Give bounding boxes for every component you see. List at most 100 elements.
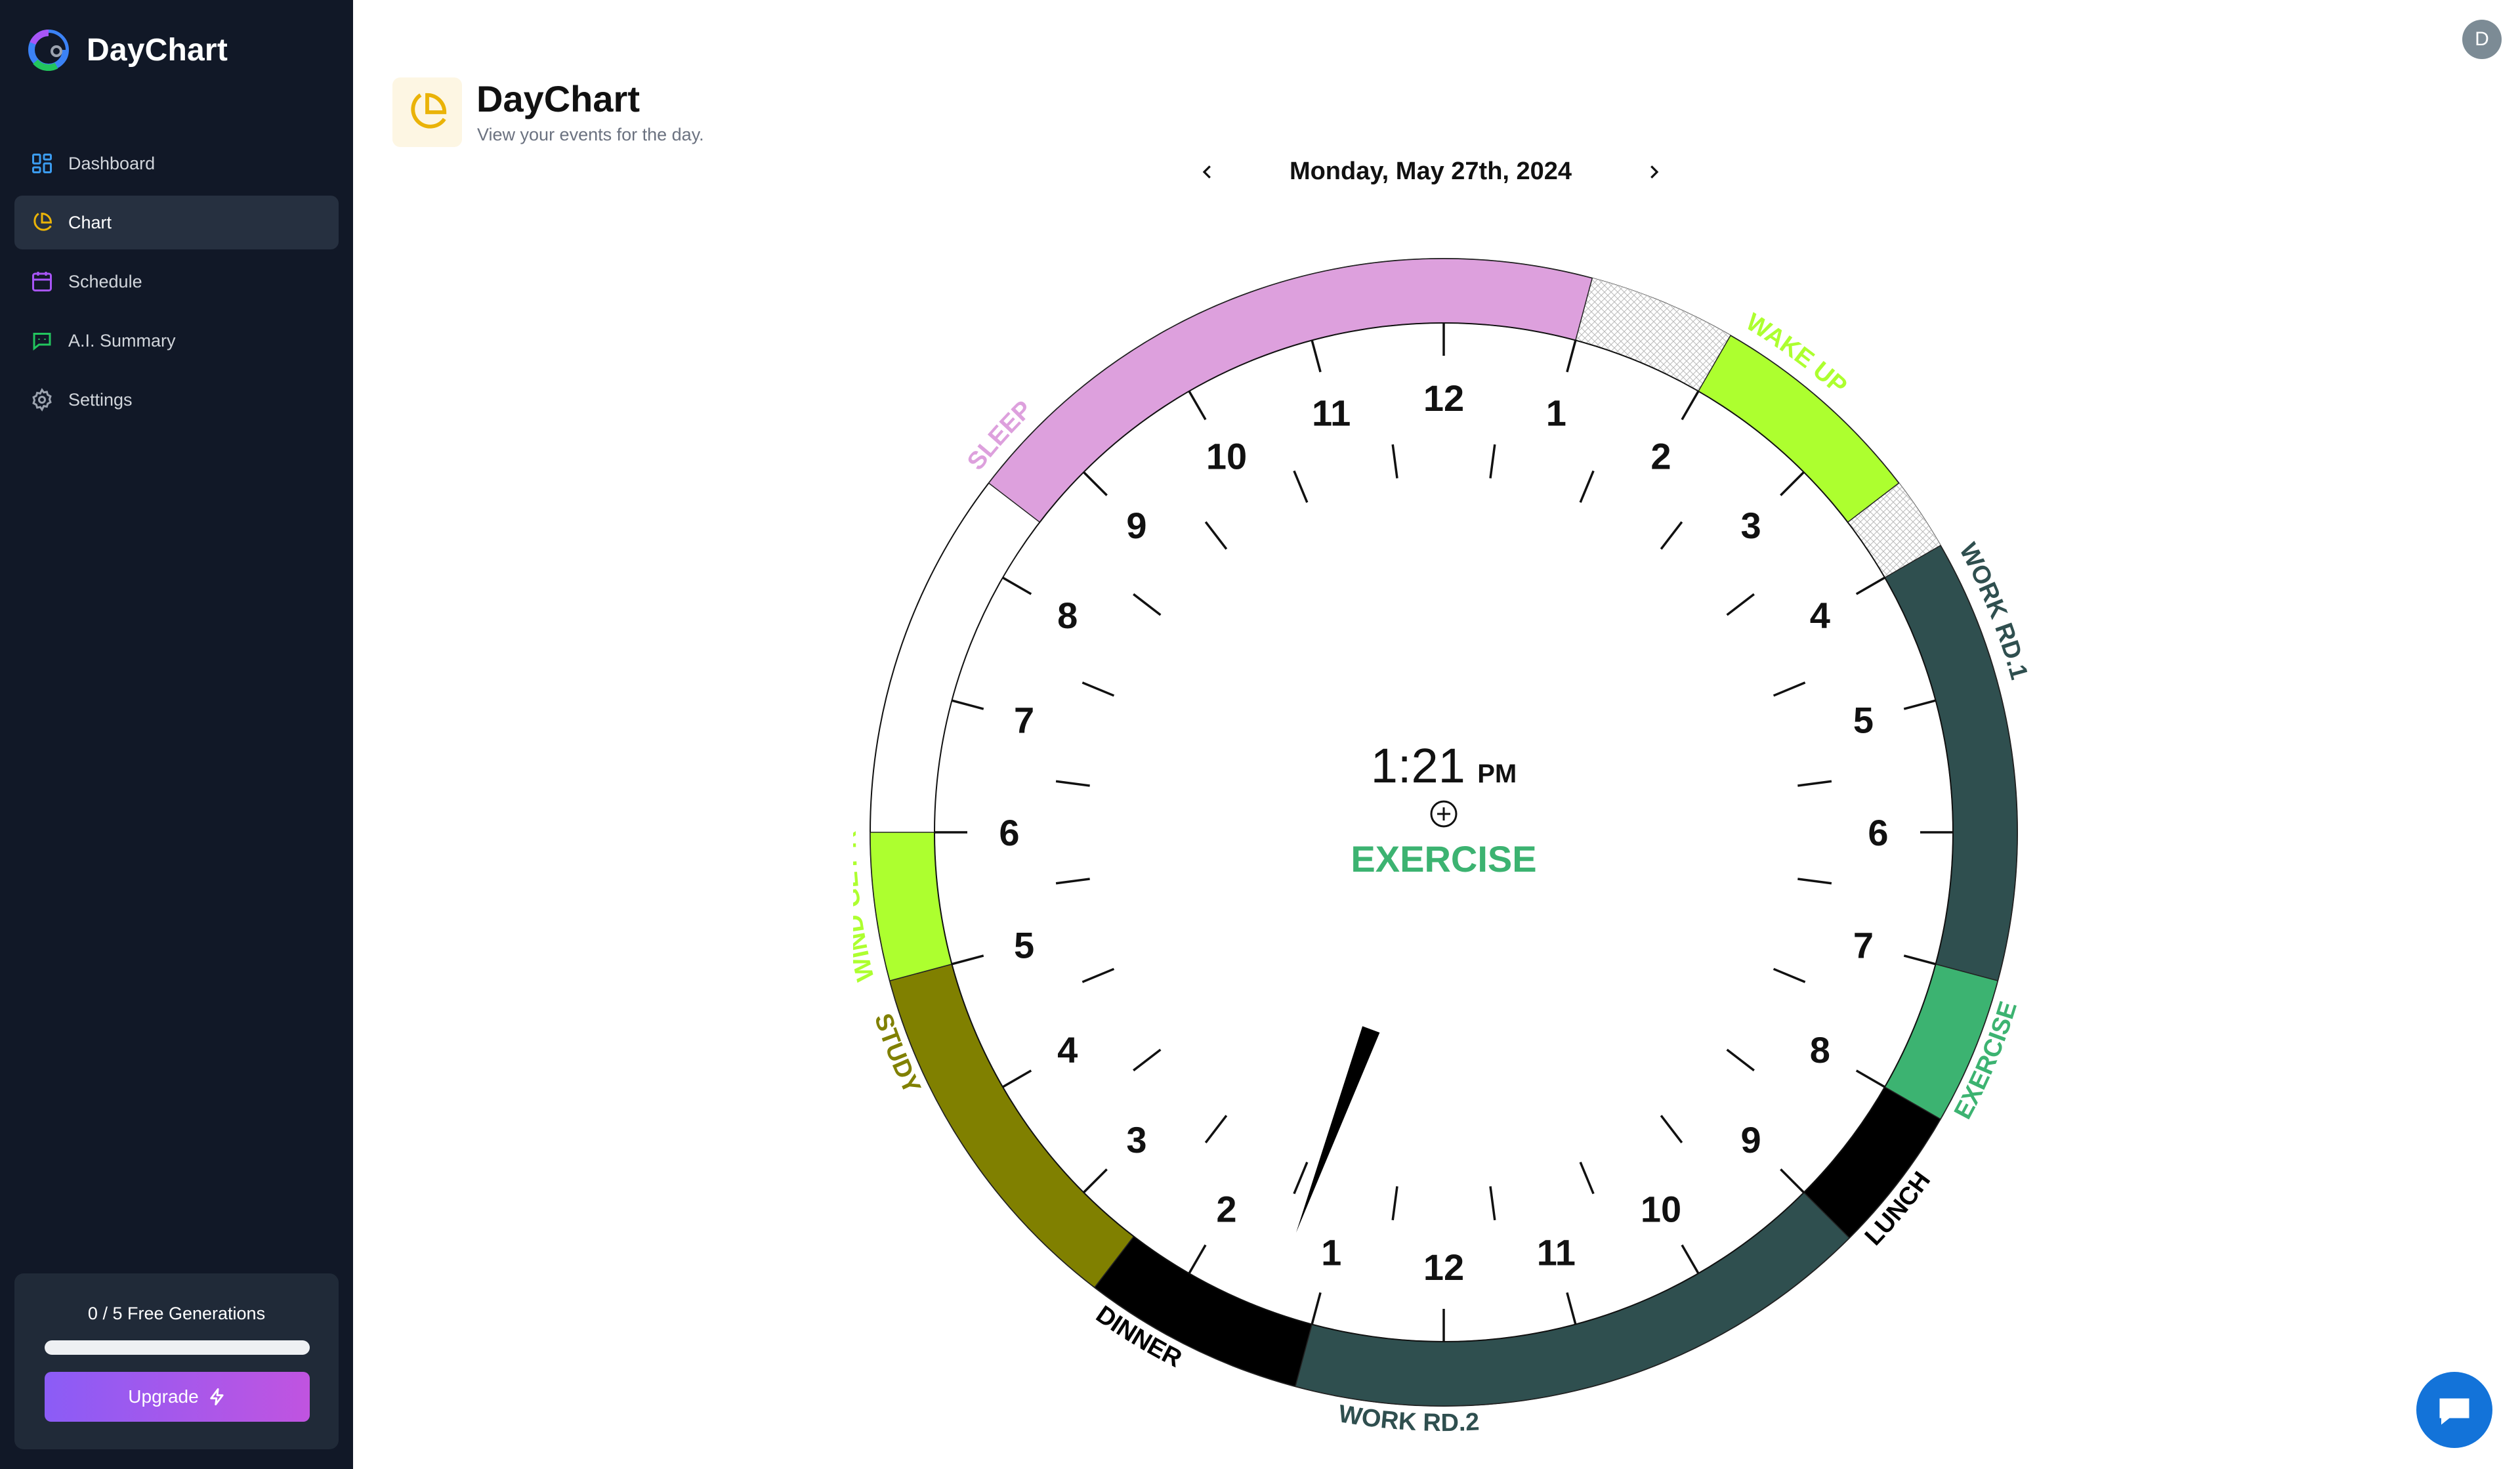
hour-label: 8 <box>1810 1029 1830 1071</box>
hour-tick <box>951 699 984 710</box>
daychart-logo-icon <box>28 30 69 71</box>
date-navigator: Monday, May 27th, 2024 <box>1194 151 1667 193</box>
current-time-ampm: PM <box>1477 759 1517 788</box>
dashboard-icon <box>30 152 54 175</box>
chevron-right-icon <box>1650 165 1659 179</box>
hour-label: 11 <box>1537 1231 1576 1273</box>
hour-label: 12 <box>1423 377 1464 419</box>
hour-tick <box>1566 339 1577 373</box>
page-subtitle: View your events for the day. <box>477 125 704 144</box>
sidebar-nav: Dashboard Chart Schedule A.I. Summary Se… <box>14 137 339 432</box>
user-avatar[interactable]: D <box>2462 20 2502 59</box>
page-title: DayChart <box>476 78 640 119</box>
brand[interactable]: DayChart <box>28 26 228 74</box>
sidebar-item-dashboard[interactable]: Dashboard <box>14 137 339 190</box>
hour-label: 4 <box>1057 1029 1078 1071</box>
sidebar-item-settings[interactable]: Settings <box>14 373 339 427</box>
half-hour-tick <box>1133 593 1162 616</box>
hour-label: 2 <box>1650 436 1671 477</box>
sidebar: DayChart Dashboard Chart Schedule A.I. S… <box>0 0 353 1469</box>
chat-button[interactable] <box>2416 1372 2492 1448</box>
lightning-icon <box>209 1388 224 1406</box>
half-hour-tick <box>1579 470 1595 503</box>
next-day-button[interactable] <box>1641 159 1667 185</box>
pie-chart-icon <box>30 211 54 234</box>
chat-bubble-icon <box>2439 1398 2469 1425</box>
hour-tick <box>1188 1244 1207 1274</box>
hour-label: 5 <box>1853 700 1874 741</box>
hour-tick <box>1780 471 1805 496</box>
half-hour-tick <box>1797 780 1832 787</box>
sidebar-item-chart[interactable]: Chart <box>14 196 339 249</box>
half-hour-tick <box>1293 1161 1309 1195</box>
hour-tick <box>951 954 984 966</box>
hour-label: 11 <box>1312 393 1351 434</box>
hour-tick <box>1903 954 1937 966</box>
hour-tick <box>1311 1292 1322 1325</box>
half-hour-tick <box>1579 1161 1595 1195</box>
half-hour-tick <box>1726 1048 1755 1072</box>
hour-tick <box>1855 576 1885 595</box>
hour-label: 7 <box>1014 700 1034 741</box>
upgrade-button[interactable]: Upgrade <box>45 1372 310 1422</box>
hour-label: 6 <box>1868 812 1888 853</box>
hour-label: 3 <box>1741 505 1761 546</box>
half-hour-tick <box>1391 444 1398 479</box>
half-hour-tick <box>1773 968 1806 983</box>
hour-tick <box>1311 339 1322 373</box>
hour-tick <box>1002 1069 1032 1088</box>
add-event-button[interactable] <box>1430 800 1458 828</box>
hour-label: 6 <box>999 812 1019 853</box>
upgrade-label: Upgrade <box>128 1386 199 1407</box>
hour-label: 5 <box>1014 924 1034 966</box>
half-hour-tick <box>1489 1186 1496 1221</box>
page-icon <box>392 77 462 147</box>
hour-label: 9 <box>1126 505 1146 546</box>
bot-icon <box>30 329 54 352</box>
half-hour-tick <box>1055 780 1090 787</box>
current-event-label: EXERCISE <box>1351 838 1536 880</box>
half-hour-tick <box>1660 521 1683 550</box>
sidebar-item-label: Schedule <box>68 271 142 291</box>
free-generations-progress <box>45 1340 310 1355</box>
hour-label: 2 <box>1216 1188 1236 1229</box>
current-date: Monday, May 27th, 2024 <box>1289 158 1572 185</box>
hour-tick <box>1188 391 1207 421</box>
half-hour-tick <box>1660 1115 1683 1143</box>
gear-icon <box>30 388 54 412</box>
half-hour-tick <box>1133 1048 1162 1072</box>
half-hour-tick <box>1773 681 1806 697</box>
sidebar-item-schedule[interactable]: Schedule <box>14 255 339 309</box>
hour-tick <box>1566 1292 1577 1325</box>
hour-label: 10 <box>1206 436 1247 477</box>
current-time: 1:21 PM <box>1371 738 1517 793</box>
hour-label: 10 <box>1641 1188 1681 1229</box>
hour-tick <box>1083 471 1108 496</box>
hour-label: 3 <box>1126 1119 1146 1160</box>
clock-hand <box>1296 1026 1380 1233</box>
brand-name: DayChart <box>87 32 228 68</box>
hour-tick <box>1681 391 1700 421</box>
current-time-value: 1:21 <box>1371 738 1465 793</box>
previous-day-button[interactable] <box>1194 159 1221 185</box>
sidebar-item-label: A.I. Summary <box>68 330 176 351</box>
hour-label: 1 <box>1321 1231 1341 1273</box>
half-hour-tick <box>1204 1115 1228 1143</box>
sidebar-item-label: Chart <box>68 212 112 232</box>
free-generations-text: 0 / 5 Free Generations <box>87 1304 266 1323</box>
half-hour-tick <box>1391 1186 1398 1221</box>
hour-label: 1 <box>1546 393 1566 434</box>
hour-label: 7 <box>1853 924 1874 966</box>
sidebar-item-label: Settings <box>68 389 133 410</box>
chevron-left-icon <box>1202 165 1211 179</box>
sidebar-item-label: Dashboard <box>68 153 156 173</box>
hour-tick <box>1780 1168 1805 1193</box>
hour-tick <box>1855 1069 1885 1088</box>
sidebar-item-ai-summary[interactable]: A.I. Summary <box>14 314 339 368</box>
calendar-icon <box>30 270 54 293</box>
half-hour-tick <box>1082 681 1115 697</box>
hour-label: 8 <box>1057 595 1078 636</box>
hour-tick <box>1681 1244 1700 1274</box>
hour-tick <box>1903 699 1937 710</box>
